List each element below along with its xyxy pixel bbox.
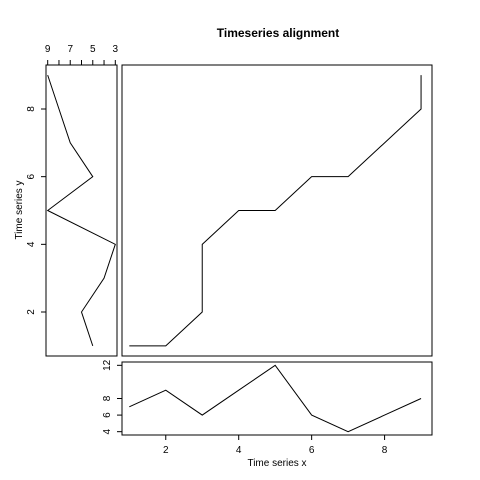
x-tick-label: 4	[236, 445, 242, 456]
y-axis-label: Time series y	[14, 180, 25, 239]
series-y-top-tick-label: 7	[67, 44, 73, 55]
series-y-top-tick-label: 9	[45, 44, 51, 55]
series-x-y-tick-label: 12	[102, 359, 113, 371]
alignment-panel-frame	[121, 64, 433, 357]
chart-marks: 2 4 6 8 4 6 8 12 9 7 5 3 2 4 6 8	[26, 44, 433, 456]
alignment-path-line	[129, 75, 422, 347]
series-x-panel-frame	[121, 361, 433, 436]
series-x-y-tick-label: 8	[102, 395, 113, 401]
y-tick-label: 6	[26, 173, 37, 179]
series-x-line	[129, 364, 422, 433]
chart-title: Timeseries alignment	[217, 26, 340, 40]
series-y-top-tick-label: 3	[113, 44, 119, 55]
y-tick-label: 4	[26, 241, 37, 247]
y-tick-label: 2	[26, 309, 37, 315]
x-tick-label: 8	[382, 445, 388, 456]
y-tick-label: 8	[26, 106, 37, 112]
x-axis-label: Time series x	[247, 458, 306, 469]
series-x-y-tick-label: 6	[102, 412, 113, 418]
x-tick-label: 2	[163, 445, 169, 456]
x-tick-label: 6	[309, 445, 315, 456]
series-x-y-tick-label: 4	[102, 428, 113, 434]
series-y-top-tick-label: 5	[90, 44, 96, 55]
series-y-line	[46, 74, 116, 347]
